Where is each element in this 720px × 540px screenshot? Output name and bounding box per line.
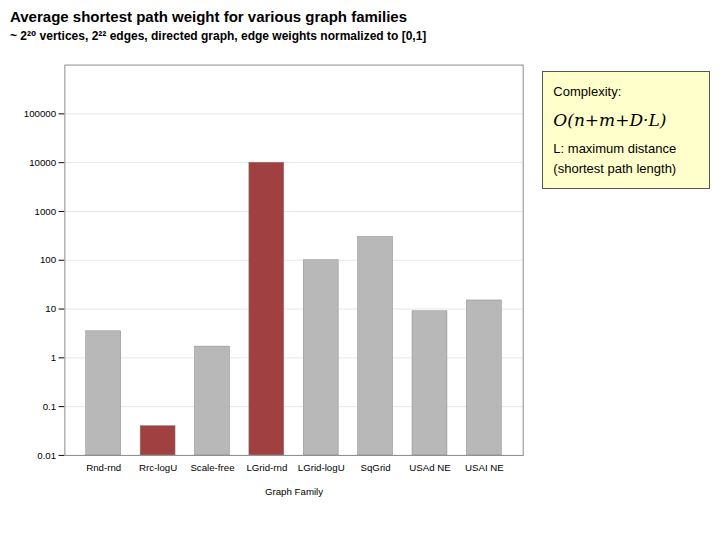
svg-text:10: 10 (45, 303, 56, 314)
svg-text:100000: 100000 (24, 108, 57, 119)
svg-text:1: 1 (51, 352, 56, 363)
svg-text:LGrid-rnd: LGrid-rnd (246, 462, 287, 473)
svg-text:0.01: 0.01 (37, 450, 56, 461)
html-text:(shortest path length): (shortest path length) (553, 160, 677, 176)
html-text:Average shortest path weight f: Average shortest path weight for various… (10, 8, 407, 25)
svg-text:USAd NE: USAd NE (409, 462, 451, 473)
svg-text:Graph Family: Graph Family (265, 486, 323, 497)
svg-text:LGrid-logU: LGrid-logU (298, 462, 345, 473)
svg-text:USAI NE: USAI NE (465, 462, 504, 473)
svg-text:Scale-free: Scale-free (190, 462, 234, 473)
svg-text:Rrc-logU: Rrc-logU (139, 462, 177, 473)
svg-text:0.1: 0.1 (43, 401, 56, 412)
svg-text:SqGrid: SqGrid (361, 462, 391, 473)
html-text:~ 2²⁰ vertices, 2²² edges, dir: ~ 2²⁰ vertices, 2²² edges, directed grap… (10, 29, 427, 43)
html-text:O(n+m+D·L): O(n+m+D·L) (553, 109, 667, 130)
html-text:L: maximum distance: L: maximum distance (553, 141, 677, 156)
svg-text:1000: 1000 (35, 206, 57, 217)
svg-text:10000: 10000 (29, 157, 57, 168)
svg-text:100: 100 (40, 254, 57, 265)
html-text:Complexity:: Complexity: (553, 84, 622, 99)
svg-text:Rnd-rnd: Rnd-rnd (86, 462, 121, 473)
